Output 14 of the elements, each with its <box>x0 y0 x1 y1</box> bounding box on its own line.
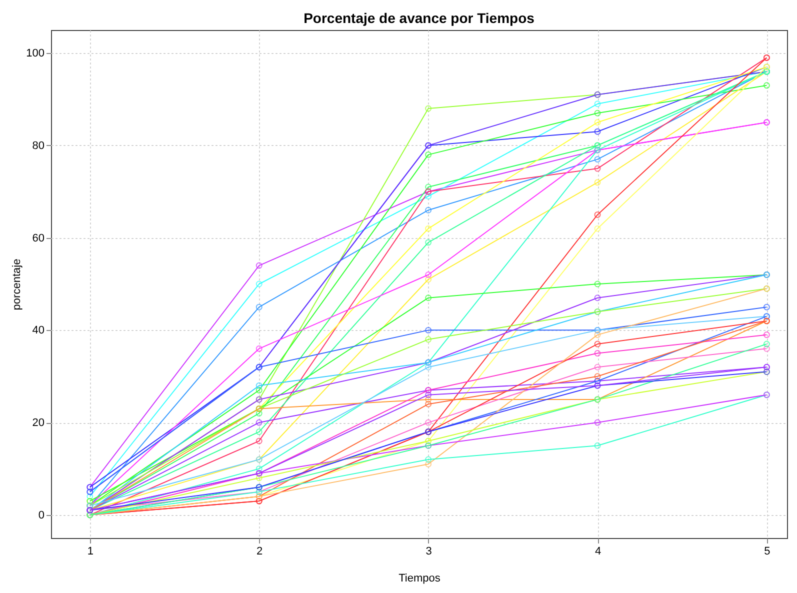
y-tick-label: 100 <box>26 48 44 60</box>
y-tick-label: 80 <box>32 140 44 152</box>
x-tick-label: 5 <box>764 546 770 558</box>
x-tick-label: 2 <box>256 546 263 558</box>
y-tick-label: 40 <box>32 324 44 337</box>
x-tick-label: 4 <box>594 546 602 558</box>
y-tick-label: 20 <box>32 417 44 430</box>
x-tick-label: 3 <box>426 546 432 558</box>
x-axis-title: Tiempos <box>398 572 441 584</box>
x-tick-label: 1 <box>87 546 94 558</box>
y-axis-title: porcentaje <box>11 258 24 310</box>
y-tick-label: 60 <box>32 232 44 244</box>
y-tick-label: 0 <box>38 509 44 522</box>
chart-title: Porcentaje de avance por Tiempos <box>304 10 535 26</box>
